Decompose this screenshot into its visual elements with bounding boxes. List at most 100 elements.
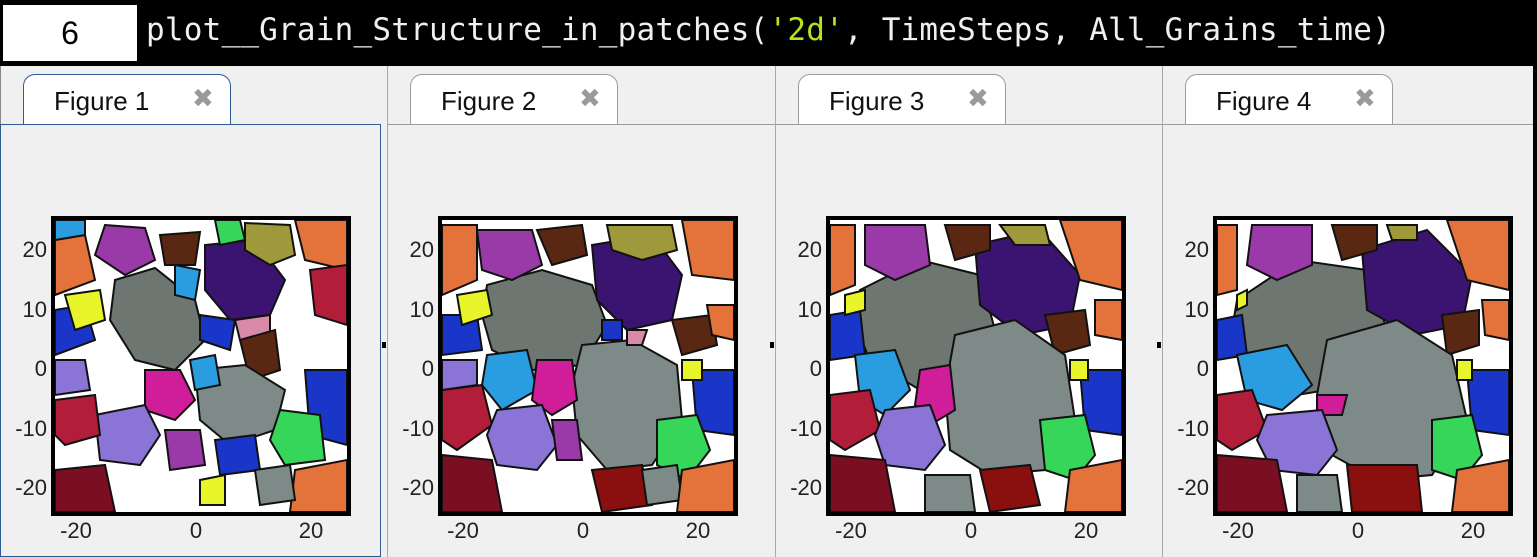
grain-patch	[656, 413, 712, 482]
y-tick-label: 20	[409, 237, 434, 262]
y-tick-label: 20	[22, 237, 47, 262]
grain-patch	[626, 329, 649, 346]
grain-patch	[1094, 299, 1122, 342]
y-tick-label: 10	[797, 297, 822, 322]
x-tick-label: 0	[964, 518, 978, 543]
grain-patch	[188, 353, 222, 392]
close-icon[interactable]: ✖	[192, 83, 214, 113]
code-line[interactable]: plot__Grain_Structure_in_patches('2d', T…	[146, 12, 1391, 48]
grain-patch	[830, 308, 867, 362]
splitter-handle[interactable]	[1157, 342, 1161, 348]
tab-figure-1[interactable]: Figure 1 ✖	[23, 74, 231, 124]
y-tick-label: 20	[1184, 237, 1209, 262]
tab-figure-2[interactable]: Figure 2 ✖	[410, 74, 618, 124]
grain-patch	[455, 288, 494, 327]
grain-patch	[442, 224, 478, 297]
window-edge	[1533, 66, 1537, 557]
grain-patch	[199, 473, 226, 506]
grain-patch	[1345, 464, 1424, 512]
x-tick-label: -20	[60, 518, 92, 543]
tab-label: Figure 3	[829, 86, 925, 116]
grain-patch	[475, 229, 544, 282]
grain-patch	[1217, 453, 1289, 512]
grain-patch	[244, 221, 297, 267]
y-tick-label: 10	[1184, 297, 1209, 322]
grain-patch	[681, 359, 703, 381]
y-tick-label: -20	[402, 475, 434, 500]
y-tick-label: -20	[15, 475, 47, 500]
grain-patch	[55, 359, 92, 397]
x-tick-label: -20	[447, 518, 479, 543]
y-tick-label: -10	[790, 416, 822, 441]
grain-patch	[924, 474, 977, 512]
grain-patch	[864, 224, 932, 282]
code-function: plot__Grain_Structure_in_patches(	[146, 12, 769, 48]
grain-patch	[1440, 308, 1480, 357]
code-args: , TimeSteps, All_Grains_time)	[843, 12, 1392, 48]
grain-patch	[1217, 224, 1238, 297]
close-icon[interactable]: ✖	[967, 83, 989, 113]
grain-structure-plot	[826, 216, 1126, 516]
y-tick-label: -20	[790, 475, 822, 500]
grain-patch	[293, 220, 347, 272]
grain-patch	[680, 220, 734, 282]
cell-number: 6	[3, 5, 137, 61]
splitter-handle[interactable]	[382, 342, 386, 348]
grain-patch	[158, 230, 202, 266]
grain-patch	[1450, 458, 1509, 512]
grain-patch	[830, 388, 882, 452]
x-tick-label: -20	[1222, 518, 1254, 543]
tab-figure-3[interactable]: Figure 3 ✖	[798, 74, 1006, 124]
close-icon[interactable]: ✖	[1354, 83, 1376, 113]
grain-patches	[1217, 220, 1509, 512]
grain-patch	[55, 233, 97, 297]
grain-patch	[844, 288, 866, 317]
y-tick-label: 10	[22, 297, 47, 322]
y-tick-label: 20	[797, 237, 822, 262]
y-tick-label: 0	[1196, 356, 1209, 381]
x-tick-label: 20	[298, 518, 324, 543]
grain-patch	[1069, 359, 1089, 381]
grain-patch	[199, 313, 237, 352]
grain-patch	[1063, 458, 1122, 512]
grain-patch	[1385, 224, 1418, 241]
grain-patch	[605, 224, 679, 262]
y-tick-label: 10	[409, 297, 434, 322]
grain-patch	[1236, 288, 1248, 312]
grain-patch	[998, 224, 1052, 246]
grain-patches	[55, 220, 347, 512]
grain-patch	[1058, 220, 1122, 292]
grain-structure-plot	[1213, 216, 1513, 516]
grain-patch	[830, 224, 856, 297]
grain-patch	[705, 304, 734, 342]
grain-patch	[288, 458, 347, 512]
figure-panel-1: Figure 1 ✖ 20 10 0 -10 -20 -20 0 20	[0, 66, 387, 557]
grain-patch	[308, 263, 347, 327]
grain-patch	[1217, 388, 1269, 452]
code-string-arg: '2d'	[768, 12, 844, 48]
y-tick-label: -10	[1177, 416, 1209, 441]
grain-patch	[253, 463, 297, 507]
grain-patch	[670, 313, 719, 357]
grain-patches	[830, 220, 1122, 512]
y-tick-label: 0	[421, 356, 434, 381]
grain-patch	[1465, 369, 1509, 437]
grain-patch	[640, 463, 684, 507]
grain-patch	[943, 224, 991, 262]
x-tick-label: 0	[576, 518, 590, 543]
tab-figure-4[interactable]: Figure 4 ✖	[1185, 74, 1393, 124]
grain-patch	[1480, 299, 1509, 342]
tab-label: Figure 1	[54, 86, 150, 116]
grain-structure-plot	[438, 216, 738, 516]
x-tick-label: 0	[189, 518, 203, 543]
grain-patch	[55, 220, 86, 242]
x-tick-label: 0	[1351, 518, 1365, 543]
y-tick-label: -10	[402, 416, 434, 441]
close-icon[interactable]: ✖	[579, 83, 601, 113]
grain-patch	[55, 393, 102, 447]
splitter-handle[interactable]	[770, 342, 774, 348]
grain-patch	[55, 463, 117, 512]
grain-patch	[1456, 359, 1473, 381]
grain-patch	[1043, 308, 1092, 357]
grain-patch	[213, 220, 247, 247]
